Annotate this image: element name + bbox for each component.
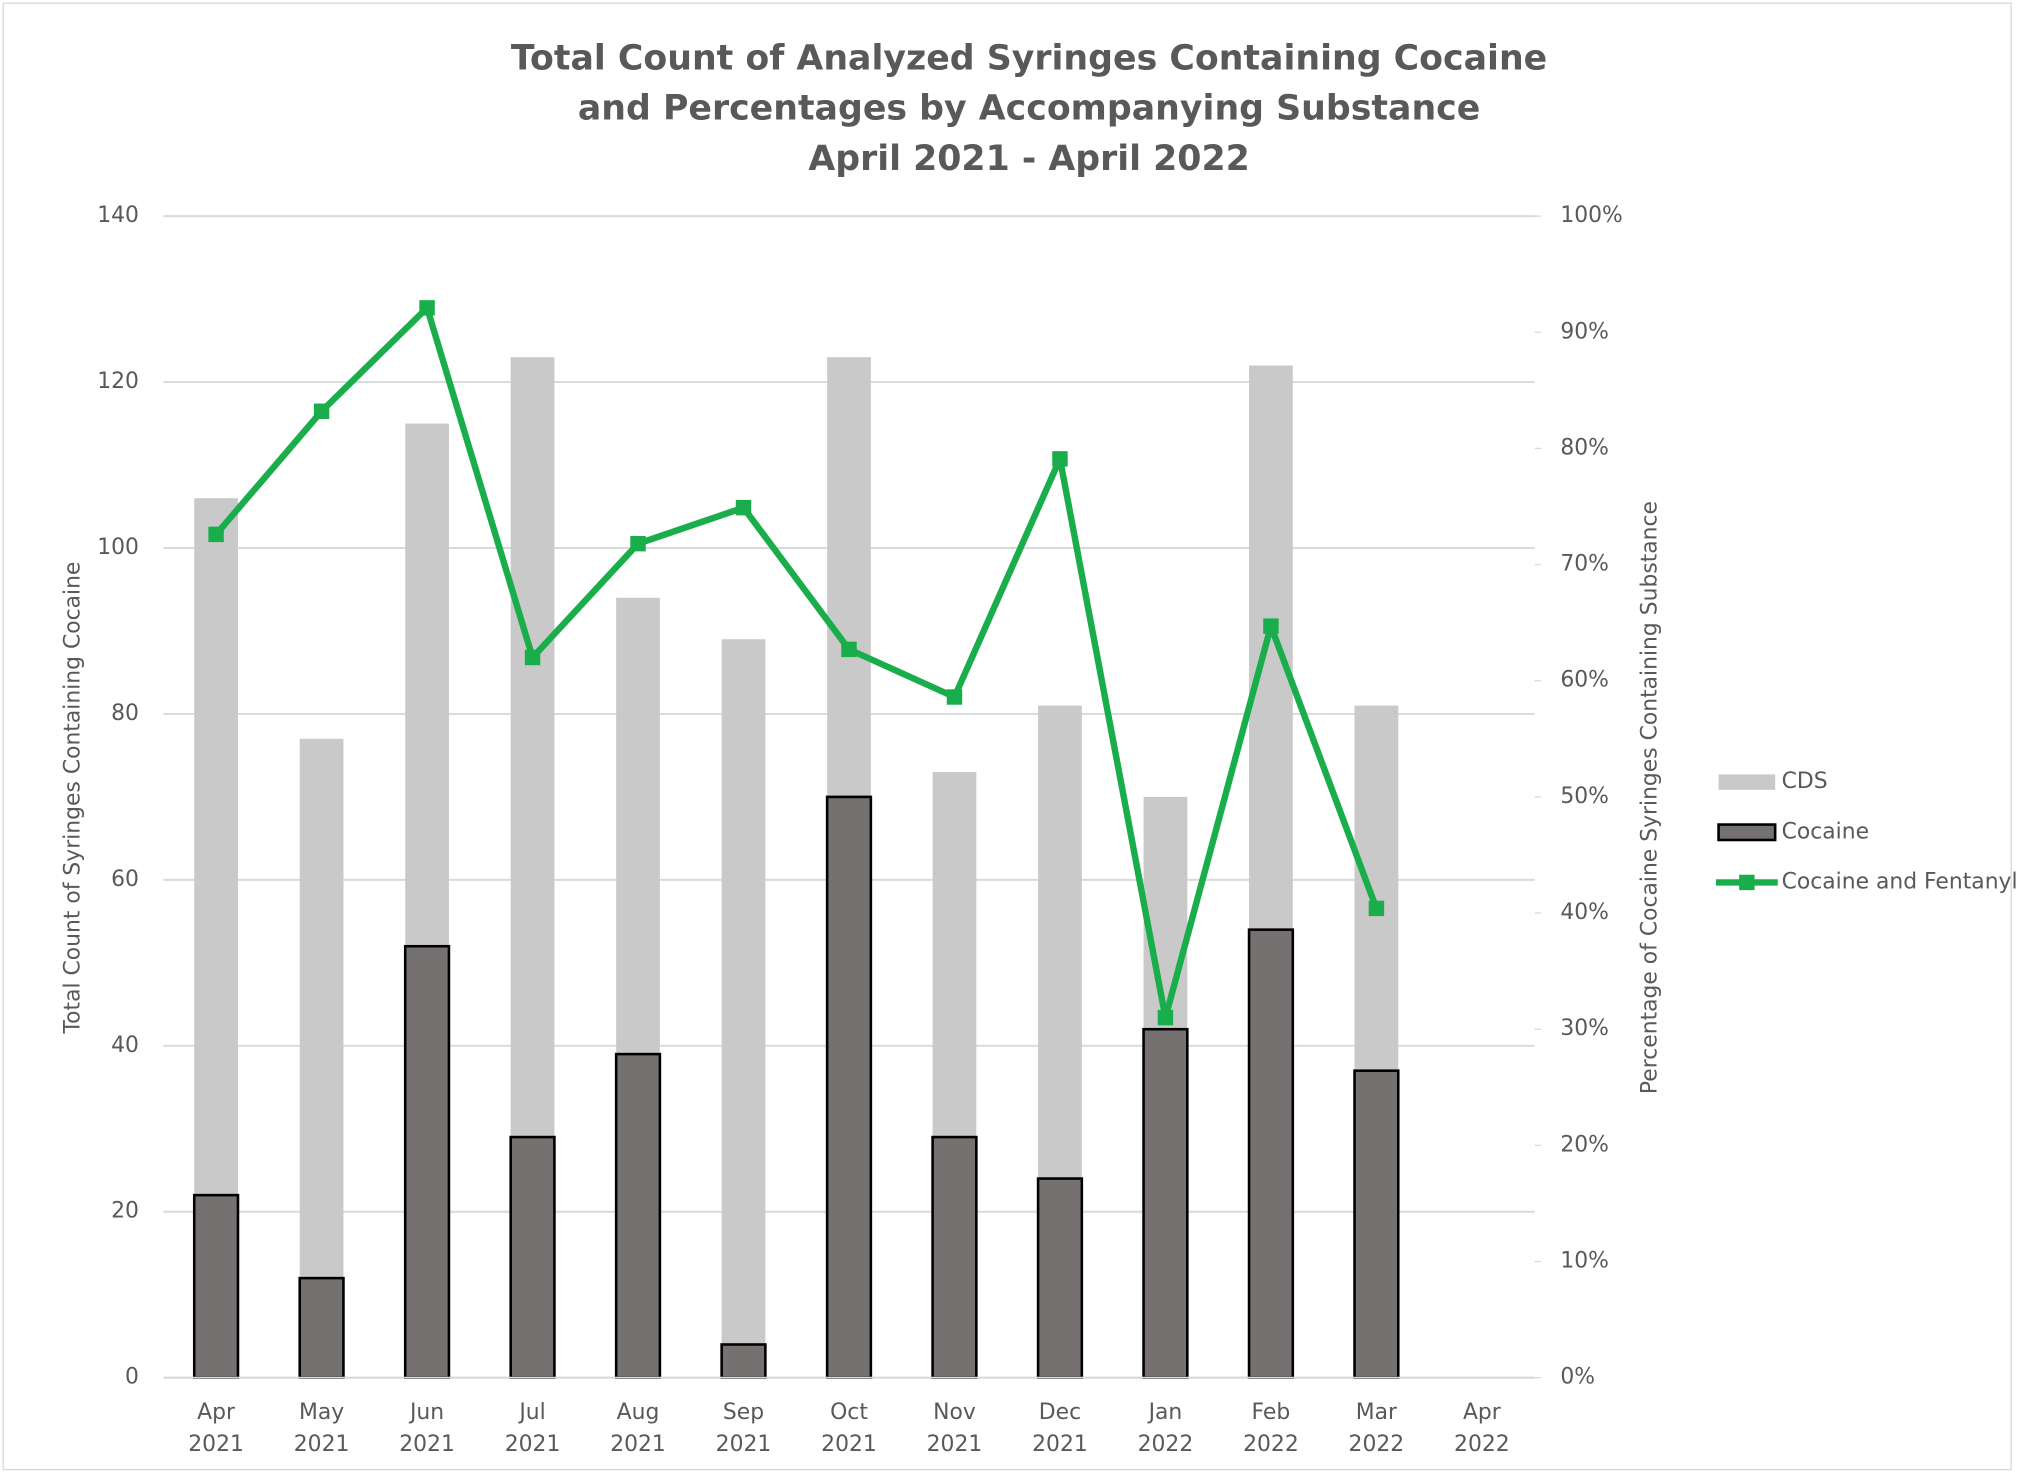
legend-swatch	[1717, 823, 1777, 842]
x-tick-label: Apr 2022	[1454, 1399, 1510, 1458]
x-tick-label: Jun 2021	[399, 1399, 455, 1458]
y-axis-title: Total Count of Syringes Containing Cocai…	[60, 562, 85, 1035]
y2-tick-label: 90%	[1560, 319, 1609, 344]
x-tick-label: May 2021	[293, 1399, 350, 1458]
line-marker	[1368, 900, 1385, 917]
y-tick-label: 80	[111, 701, 139, 726]
legend-label: CDS	[1782, 769, 1828, 794]
bar	[721, 639, 766, 1378]
line-marker	[1157, 1009, 1174, 1026]
legend-label: Cocaine	[1782, 819, 1869, 844]
bar	[1247, 928, 1295, 1379]
x-tick-label: Aug 2021	[610, 1399, 666, 1458]
x-tick-label: Apr 2021	[188, 1399, 244, 1458]
x-tick-label: Sep 2021	[715, 1399, 772, 1458]
legend-marker	[1739, 874, 1755, 891]
y2-axis-title: Percentage of Cocaine Syringes Containin…	[1637, 501, 1662, 1094]
y2-tick-label: 20%	[1560, 1132, 1609, 1157]
x-tick-label: Feb 2022	[1243, 1399, 1299, 1458]
line-marker	[735, 499, 752, 516]
y2-tick-label: 60%	[1560, 668, 1609, 693]
line-marker	[841, 641, 857, 658]
y2-tick-label: 30%	[1560, 1016, 1609, 1041]
legend-label: Cocaine and Fentanyl	[1782, 869, 2017, 894]
y2-tick-label: 10%	[1560, 1249, 1609, 1274]
y-tick-label: 0	[125, 1365, 139, 1390]
y-tick-label: 20	[111, 1199, 139, 1224]
legend-swatch	[1718, 774, 1776, 790]
bar	[509, 1135, 556, 1379]
bar	[1142, 1027, 1189, 1379]
x-tick-label: Mar 2022	[1348, 1399, 1405, 1458]
y2-tick-label: 50%	[1560, 784, 1609, 809]
line	[213, 304, 1380, 1021]
bar	[720, 1343, 767, 1379]
y2-tick-label: 40%	[1560, 900, 1609, 925]
bar	[299, 738, 344, 1378]
bar	[403, 944, 451, 1379]
bar	[192, 1193, 240, 1379]
bar	[825, 795, 873, 1379]
y-tick-label: 40	[111, 1033, 139, 1058]
line-marker	[313, 403, 330, 419]
line-marker	[630, 535, 646, 552]
line-marker	[419, 300, 435, 316]
bar	[614, 1052, 662, 1379]
line-marker	[208, 526, 224, 543]
x-tick-label: Dec 2021	[1032, 1399, 1088, 1458]
x-tick-label: Jan 2022	[1137, 1399, 1194, 1458]
line-marker	[946, 689, 963, 705]
y2-tick-label: 80%	[1560, 435, 1609, 460]
chart-title: Total Count of Analyzed Syringes Contain…	[510, 38, 1548, 179]
line-marker	[524, 649, 541, 666]
bar	[298, 1276, 345, 1379]
bar	[931, 1135, 978, 1379]
bar	[1353, 1069, 1400, 1379]
x-tick-label: Nov 2021	[926, 1399, 983, 1458]
y-tick-label: 60	[111, 867, 139, 892]
x-tick-label: Oct 2021	[821, 1399, 877, 1458]
x-tick-label: Jul 2021	[504, 1399, 561, 1458]
y-tick-label: 120	[97, 369, 139, 394]
line-marker	[1263, 618, 1279, 634]
y2-tick-label: 100%	[1560, 203, 1623, 228]
bar	[1036, 1177, 1084, 1379]
y2-tick-label: 70%	[1560, 552, 1609, 577]
line-marker	[1052, 451, 1068, 467]
y2-tick-label: 0%	[1560, 1365, 1595, 1390]
y-tick-label: 100	[97, 535, 139, 560]
y-tick-label: 140	[97, 203, 139, 228]
